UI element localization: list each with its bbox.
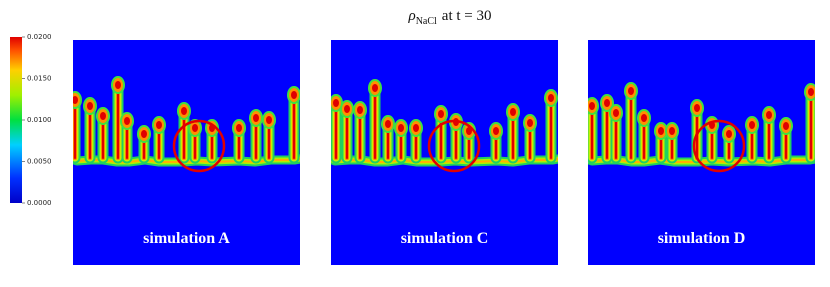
finger-core	[398, 124, 404, 132]
interface-band	[73, 157, 300, 163]
finger-core	[141, 130, 147, 138]
colorbar-tick-label: 0.0000	[27, 199, 52, 207]
highlight-circle	[692, 119, 746, 173]
panel-label: simulation C	[401, 230, 489, 247]
finger-core	[493, 127, 499, 135]
plume-field	[331, 79, 558, 167]
finger-core	[266, 116, 272, 124]
finger-core	[613, 109, 619, 117]
finger-core	[156, 121, 162, 129]
finger-core	[749, 121, 755, 129]
finger-core	[527, 119, 533, 127]
panel-label: simulation A	[143, 230, 230, 247]
title-subscript: NaCl	[416, 16, 437, 27]
finger-core	[73, 96, 78, 104]
finger-core	[333, 99, 339, 107]
finger-core	[291, 91, 297, 99]
finger-core	[253, 114, 259, 122]
finger-core	[236, 124, 242, 132]
finger-core	[87, 102, 93, 110]
finger-core	[808, 88, 814, 96]
finger-core	[726, 130, 732, 138]
finger-core	[510, 108, 516, 116]
finger-core	[694, 104, 700, 112]
finger-core	[589, 102, 595, 110]
colorbar-tick-label: 0.0200	[27, 33, 52, 41]
panel-label: simulation D	[658, 230, 746, 247]
finger-core	[100, 112, 106, 120]
finger-core	[669, 127, 675, 135]
highlight-circle	[427, 119, 481, 173]
plume-field	[73, 76, 300, 167]
colorbar	[10, 37, 22, 203]
finger-core	[628, 87, 634, 95]
finger-core	[192, 124, 198, 132]
finger-core	[658, 127, 664, 135]
finger-core	[124, 117, 130, 125]
title-symbol: ρ	[407, 8, 415, 24]
finger-core	[466, 127, 472, 135]
title-text: at t = 30	[442, 8, 492, 24]
finger-core	[181, 107, 187, 115]
finger-core	[548, 94, 554, 102]
finger-core	[641, 114, 647, 122]
highlight-circle	[172, 119, 226, 173]
finger-core	[783, 122, 789, 130]
finger-core	[766, 111, 772, 119]
finger-core	[115, 81, 121, 89]
finger-core	[438, 110, 444, 118]
figure-title: ρNaCl at t = 30	[407, 8, 491, 27]
finger-core	[357, 106, 363, 114]
plume-field	[588, 82, 815, 167]
colorbar-tick-label: 0.0150	[27, 75, 52, 83]
finger-core	[385, 120, 391, 128]
finger-core	[413, 124, 419, 132]
finger-core	[372, 84, 378, 92]
colorbar-tick-label: 0.0100	[27, 116, 52, 124]
colorbar-tick-label: 0.0050	[27, 158, 52, 166]
finger-core	[604, 99, 610, 107]
finger-core	[344, 105, 350, 113]
